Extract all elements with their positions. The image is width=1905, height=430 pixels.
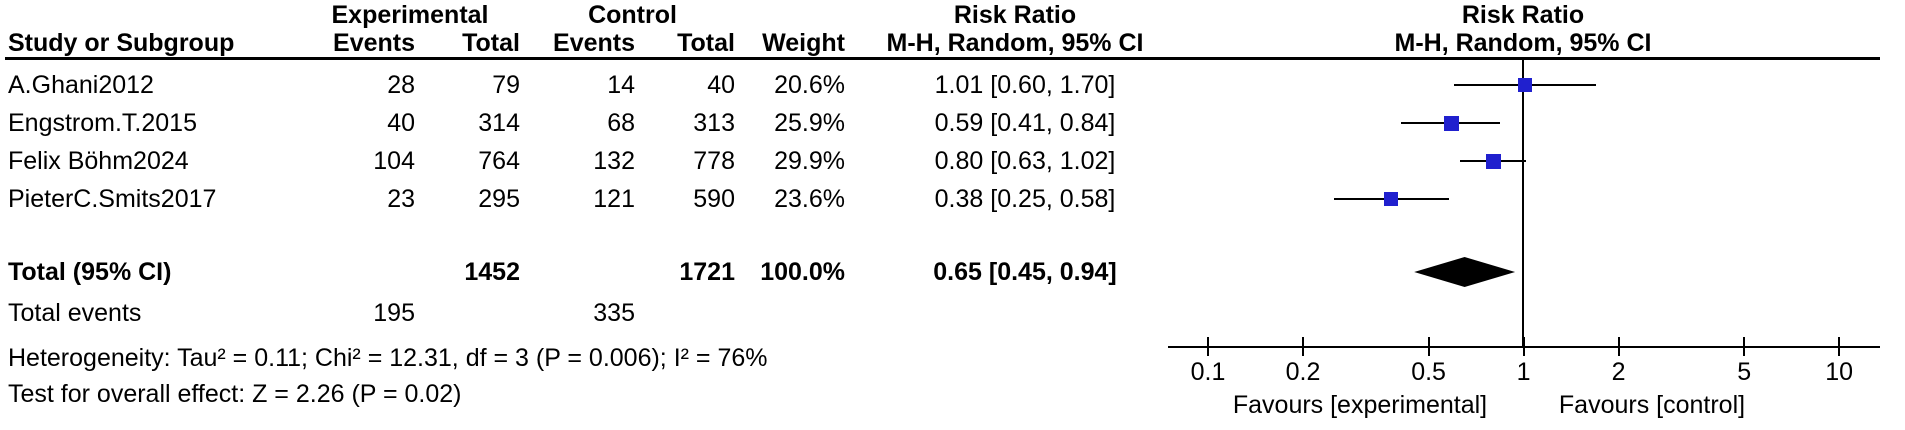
header-group-experimental: Experimental [331, 1, 489, 29]
total-events-ctrl: 335 [593, 299, 635, 327]
study-ctrl-events: 14 [607, 71, 635, 99]
total-exp-total: 1452 [464, 258, 520, 286]
effect-square [1384, 192, 1398, 206]
axis-tick-label: 0.5 [1411, 358, 1446, 386]
study-exp-events: 40 [387, 109, 415, 137]
axis-tick-label: 0.2 [1285, 358, 1321, 386]
total-ctrl-total: 1721 [679, 258, 735, 286]
study-ctrl-total: 313 [693, 109, 735, 137]
study-exp-events: 104 [373, 147, 415, 175]
study-name: Engstrom.T.2015 [8, 109, 197, 137]
header-weight: Weight [762, 29, 845, 57]
study-exp-events: 28 [387, 71, 415, 99]
study-exp-total: 764 [478, 147, 520, 175]
total-row-label: Total (95% CI) [8, 258, 172, 286]
header-ctrl-events: Events [553, 29, 635, 57]
axis-tick-label: 10 [1825, 358, 1854, 386]
header-underline [5, 57, 1880, 60]
total-events-exp: 195 [373, 299, 415, 327]
study-name: Felix Böhm2024 [8, 147, 189, 175]
total-events-label: Total events [8, 299, 142, 327]
study-ci-label: 0.59 [0.41, 0.84] [934, 109, 1116, 137]
header-mh-ci-plot: M-H, Random, 95% CI [1394, 29, 1652, 57]
study-ci-label: 0.38 [0.25, 0.58] [934, 185, 1116, 213]
total-ci-label: 0.65 [0.45, 0.94] [933, 258, 1117, 286]
overall-effect-test: Test for overall effect: Z = 2.26 (P = 0… [8, 380, 462, 408]
axis-tick-label: 2 [1611, 358, 1626, 386]
axis-tick-label: 5 [1737, 358, 1752, 386]
effect-square [1443, 115, 1459, 131]
header-group-control: Control [588, 1, 677, 29]
effect-square [1518, 78, 1532, 92]
study-name: A.Ghani2012 [8, 71, 154, 99]
study-ctrl-events: 68 [607, 109, 635, 137]
axis-tick-label: 1 [1516, 358, 1531, 386]
favours-experimental-label: Favours [experimental] [1232, 391, 1488, 419]
header-risk-ratio-plot: Risk Ratio [1461, 1, 1585, 29]
axis-tick [1427, 337, 1430, 356]
study-ctrl-total: 590 [693, 185, 735, 213]
study-ctrl-total: 778 [693, 147, 735, 175]
header-mh-ci-table: M-H, Random, 95% CI [886, 29, 1144, 57]
axis-tick [1617, 337, 1620, 356]
header-exp-total: Total [462, 29, 520, 57]
axis-tick [1522, 337, 1525, 356]
header-exp-events: Events [333, 29, 415, 57]
study-ctrl-events: 132 [593, 147, 635, 175]
effect-square [1485, 153, 1501, 169]
study-weight: 23.6% [774, 185, 845, 213]
study-ci-label: 0.80 [0.63, 1.02] [934, 147, 1116, 175]
axis-tick [1207, 337, 1209, 356]
study-ci-label: 1.01 [0.60, 1.70] [934, 71, 1116, 99]
axis-tick [1743, 337, 1746, 356]
study-name: PieterC.Smits2017 [8, 185, 217, 213]
axis-tick-label: 0.1 [1190, 358, 1226, 386]
study-weight: 25.9% [774, 109, 845, 137]
header-risk-ratio-table: Risk Ratio [953, 1, 1077, 29]
heterogeneity-stats: Heterogeneity: Tau² = 0.11; Chi² = 12.31… [8, 344, 768, 372]
study-weight: 29.9% [774, 147, 845, 175]
study-ctrl-events: 121 [593, 185, 635, 213]
null-effect-line [1522, 58, 1524, 347]
pooled-effect-diamond [1414, 257, 1516, 287]
study-weight: 20.6% [774, 71, 845, 99]
study-exp-events: 23 [387, 185, 415, 213]
study-exp-total: 295 [478, 185, 520, 213]
header-ctrl-total: Total [677, 29, 735, 57]
total-weight: 100.0% [760, 258, 845, 286]
header-study-or-subgroup: Study or Subgroup [8, 29, 235, 57]
study-exp-total: 79 [492, 71, 520, 99]
favours-control-label: Favours [control] [1558, 391, 1746, 419]
axis-tick [1838, 337, 1841, 356]
study-exp-total: 314 [478, 109, 520, 137]
study-ctrl-total: 40 [707, 71, 735, 99]
axis-tick [1302, 337, 1304, 356]
